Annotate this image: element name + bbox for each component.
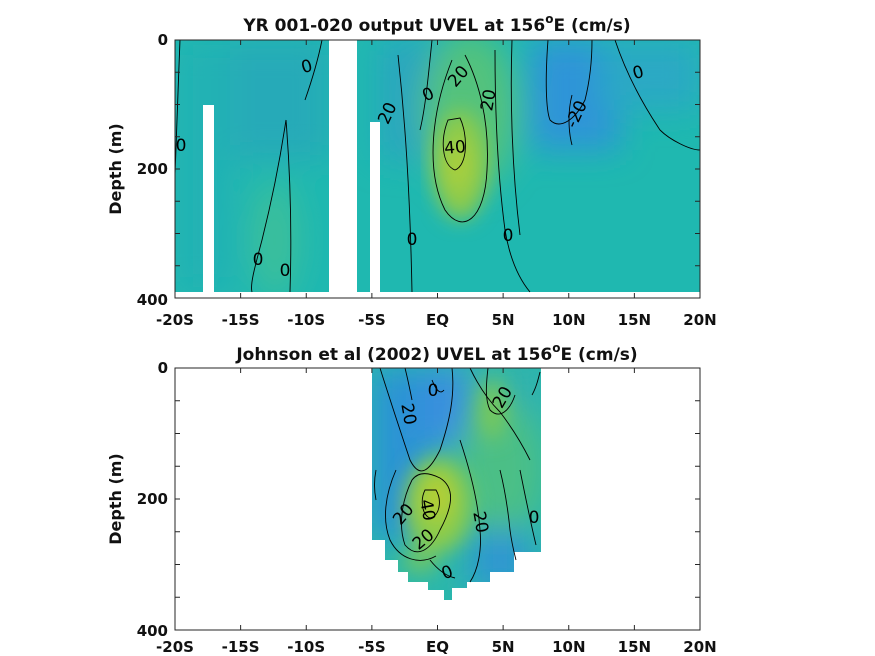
bottom-ytick-label: 400 bbox=[137, 622, 168, 640]
top-heatmap bbox=[175, 40, 700, 292]
top-xtick-label: 10N bbox=[552, 311, 585, 329]
top-ytick-label: 400 bbox=[137, 291, 168, 309]
svg-text:40: 40 bbox=[415, 498, 438, 523]
svg-text:20: 20 bbox=[468, 510, 491, 535]
top-xtick-label: 20N bbox=[683, 311, 716, 329]
bottom-xtick-label: -5S bbox=[358, 638, 385, 656]
svg-text:0: 0 bbox=[176, 136, 187, 156]
svg-text:0: 0 bbox=[280, 261, 291, 281]
bottom-xtick-label: -10S bbox=[287, 638, 325, 656]
bottom-xtick-label: 10N bbox=[552, 638, 585, 656]
svg-text:0: 0 bbox=[529, 508, 540, 528]
svg-text:20: 20 bbox=[396, 402, 419, 427]
top-ytick-label: 0 bbox=[158, 31, 168, 49]
top-y-axis-label: Depth (m) bbox=[106, 123, 125, 215]
top-axes: -20S -15S -10S -5S EQ 5N 10N 15N 20N 0 2… bbox=[106, 31, 717, 329]
bottom-xtick-label: 5N bbox=[492, 638, 515, 656]
bottom-ytick-label: 0 bbox=[158, 359, 168, 377]
bottom-heatmap bbox=[372, 368, 541, 600]
svg-text:0: 0 bbox=[299, 56, 315, 78]
bottom-chart-title: Johnson et al (2002) UVEL at 156oE (cm/s… bbox=[235, 341, 637, 365]
top-panel: YR 001-020 output UVEL at 156oE (cm/s) bbox=[106, 12, 717, 329]
bottom-xtick-label: EQ bbox=[426, 638, 449, 656]
bottom-contours bbox=[374, 367, 541, 583]
top-ytick-label: 200 bbox=[137, 160, 168, 178]
svg-text:0: 0 bbox=[253, 250, 264, 270]
top-y-tick-marks bbox=[175, 39, 700, 299]
top-x-tick-marks bbox=[174, 40, 701, 298]
top-chart-title: YR 001-020 output UVEL at 156oE (cm/s) bbox=[242, 12, 630, 36]
top-xtick-label: 15N bbox=[618, 311, 651, 329]
svg-text:0: 0 bbox=[503, 226, 514, 246]
bottom-ytick-label: 200 bbox=[137, 490, 168, 508]
top-xtick-label: 5N bbox=[492, 311, 515, 329]
top-xtick-label: -5S bbox=[358, 311, 385, 329]
bottom-panel: Johnson et al (2002) UVEL at 156oE (cm/s… bbox=[106, 341, 717, 656]
bottom-y-axis-label: Depth (m) bbox=[106, 453, 125, 545]
bottom-x-tick-marks bbox=[174, 368, 701, 630]
bottom-xtick-label: -15S bbox=[222, 638, 260, 656]
top-xtick-label: -10S bbox=[287, 311, 325, 329]
svg-text:40: 40 bbox=[443, 137, 466, 159]
top-xtick-label: -20S bbox=[156, 311, 194, 329]
bottom-xtick-label: 15N bbox=[618, 638, 651, 656]
svg-text:20: 20 bbox=[477, 88, 500, 113]
bottom-xtick-label: -20S bbox=[156, 638, 194, 656]
svg-text:0: 0 bbox=[630, 62, 646, 84]
svg-text:0: 0 bbox=[428, 381, 439, 401]
top-xtick-label: -15S bbox=[222, 311, 260, 329]
bottom-axes: -20S -15S -10S -5S EQ 5N 10N 15N 20N 0 2… bbox=[106, 359, 717, 656]
svg-text:0: 0 bbox=[407, 230, 418, 250]
top-contours bbox=[174, 39, 701, 293]
top-xtick-label: EQ bbox=[426, 311, 449, 329]
bottom-xtick-label: 20N bbox=[683, 638, 716, 656]
bottom-y-tick-marks bbox=[175, 367, 700, 631]
